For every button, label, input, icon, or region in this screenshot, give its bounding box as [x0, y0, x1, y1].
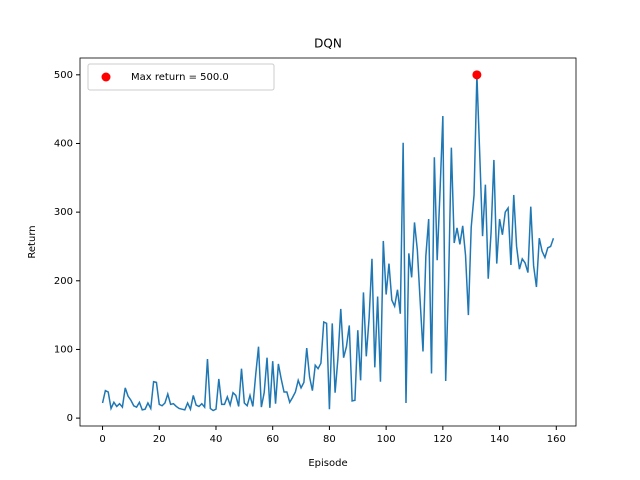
y-tick-label: 300	[54, 207, 73, 218]
chart-title: DQN	[314, 37, 342, 51]
x-tick-label: 80	[323, 434, 336, 445]
x-tick-label: 160	[547, 434, 566, 445]
legend-label: Max return = 500.0	[131, 72, 229, 83]
x-tick-label: 120	[433, 434, 452, 445]
y-tick-label: 0	[67, 413, 73, 424]
max-point	[472, 70, 482, 80]
x-tick-label: 40	[210, 434, 223, 445]
x-tick-label: 20	[153, 434, 166, 445]
x-axis-label: Episode	[308, 458, 347, 469]
axes-frame	[79, 57, 577, 427]
y-tick-label: 500	[54, 70, 73, 81]
y-tick-label: 100	[54, 344, 73, 355]
y-tick-label: 200	[54, 276, 73, 287]
x-tick-label: 140	[490, 434, 509, 445]
x-tick-label: 60	[266, 434, 279, 445]
y-axis-label: Return	[27, 225, 38, 258]
legend-box	[87, 63, 275, 91]
y-tick-label: 400	[54, 138, 73, 149]
x-tick-label: 100	[377, 434, 396, 445]
line	[101, 74, 555, 412]
x-tick-label: 0	[99, 434, 105, 445]
legend-marker	[101, 72, 111, 82]
